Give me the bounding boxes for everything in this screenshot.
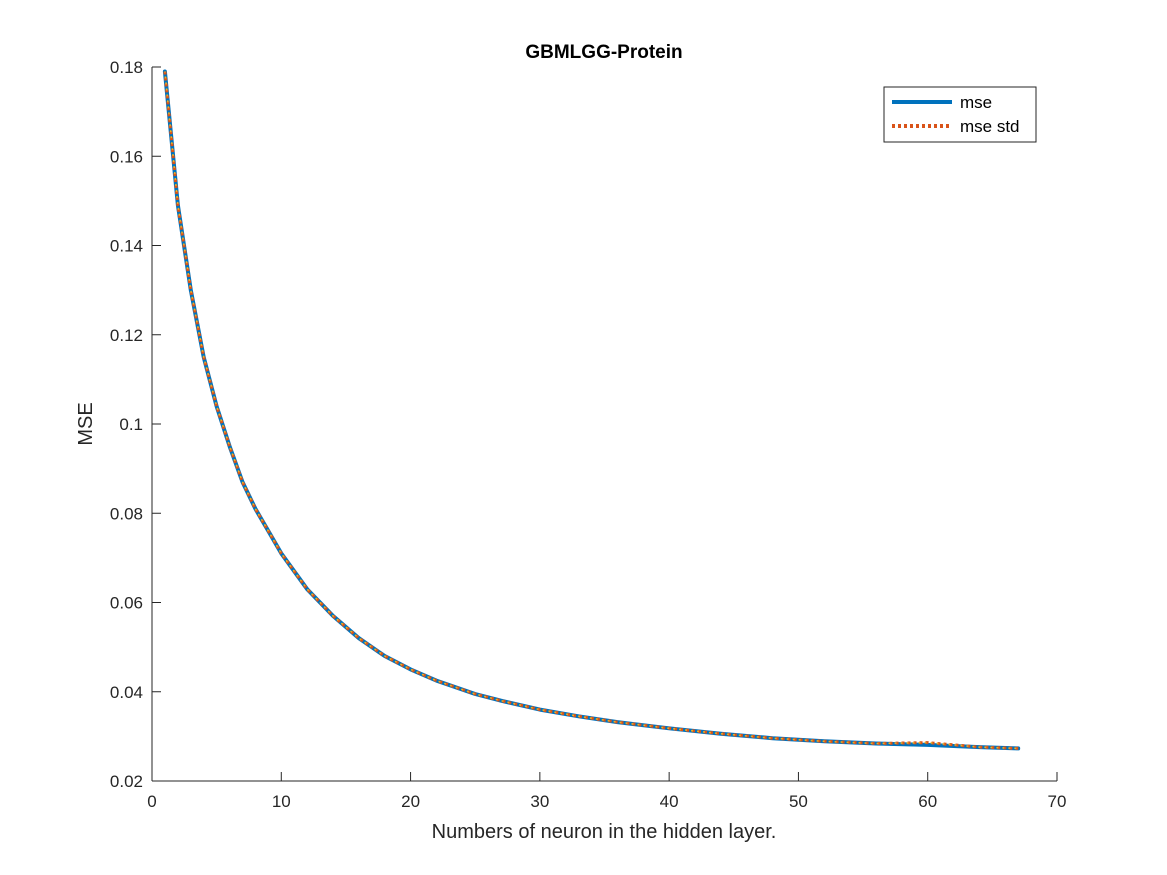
x-tick-label: 10	[272, 792, 291, 811]
series-line-mse-std	[163, 71, 1019, 750]
y-axis-label: MSE	[75, 402, 97, 445]
chart-title: GBMLGG-Protein	[525, 42, 682, 63]
y-tick-label: 0.06	[110, 594, 143, 613]
legend-label-mse-std: mse std	[960, 117, 1020, 136]
y-tick-label: 0.04	[110, 683, 143, 702]
x-axis-label: Numbers of neuron in the hidden layer.	[432, 821, 777, 843]
legend-box	[883, 86, 1037, 143]
y-ticks: 0.02 0.04 0.06 0.08 0.1 0.12 0.14 0.16 0.18	[110, 58, 161, 791]
x-tick-label: 60	[918, 792, 937, 811]
x-ticks: 0 10 20 30 40 50 60 70	[147, 772, 1066, 811]
legend: mse mse std	[883, 86, 1037, 143]
y-tick-label: 0.1	[119, 415, 143, 434]
x-tick-label: 20	[401, 792, 420, 811]
plot-area	[162, 69, 1021, 751]
x-tick-label: 50	[789, 792, 808, 811]
y-tick-label: 0.18	[110, 58, 143, 77]
x-tick-label: 30	[530, 792, 549, 811]
x-tick-label: 0	[147, 792, 156, 811]
y-tick-label: 0.16	[110, 147, 143, 166]
y-tick-label: 0.08	[110, 504, 143, 523]
y-tick-label: 0.02	[110, 772, 143, 791]
legend-label-mse: mse	[960, 93, 992, 112]
y-tick-label: 0.14	[110, 237, 143, 256]
x-tick-label: 70	[1048, 792, 1067, 811]
x-tick-label: 40	[660, 792, 679, 811]
y-tick-label: 0.12	[110, 326, 143, 345]
